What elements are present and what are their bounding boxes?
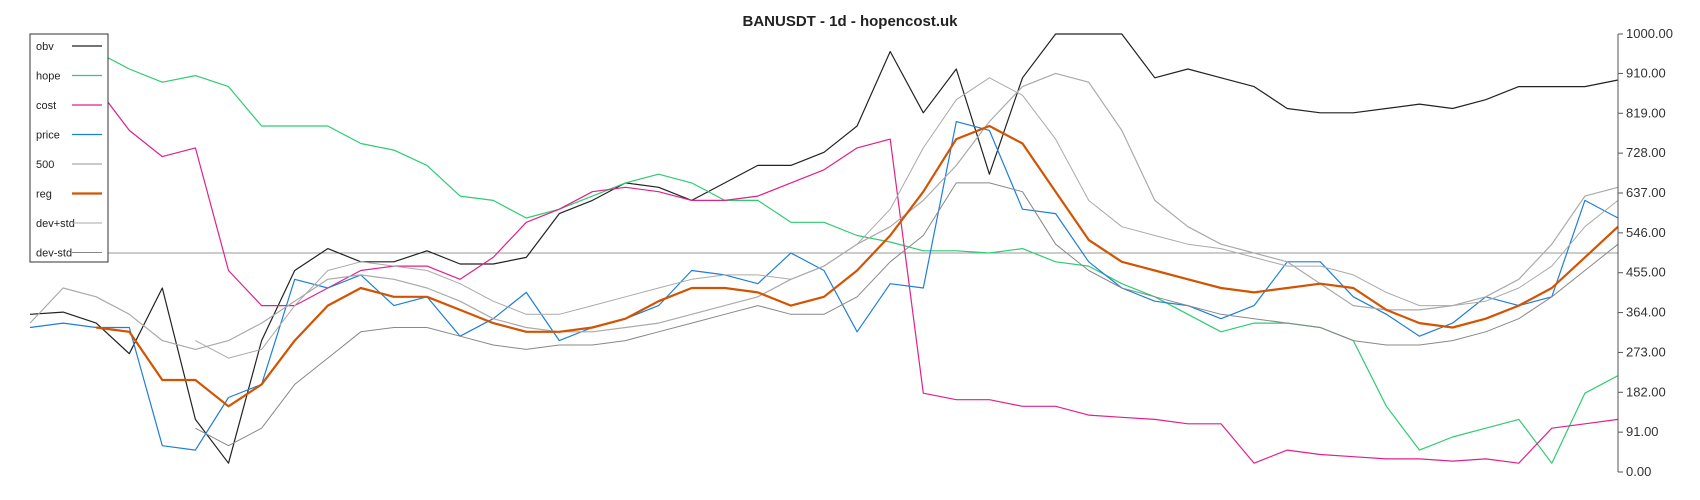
series-line-obv [29,33,1619,464]
series-line-dev-std [195,182,1619,447]
y-tick-label: 91.00 [1626,424,1659,439]
y-tick-label: 910.00 [1626,65,1666,80]
legend-label: 500 [36,159,54,171]
series-line-reg [96,124,1619,408]
series-layer [29,33,1619,464]
y-tick-label: 455.00 [1626,265,1666,280]
y-tick-label: 546.00 [1626,225,1666,240]
legend-label: dev-std [36,248,72,260]
legend-label: hope [36,71,60,83]
y-tick-label: 182.00 [1626,384,1666,399]
series-line-hope [62,37,1619,464]
legend-label: cost [36,100,56,112]
legend: obv hope cost price 500 reg dev+std dev-std [29,33,109,263]
y-tick-label: 637.00 [1626,185,1666,200]
legend-label: obv [36,41,54,53]
y-tick-label: 0.00 [1626,464,1651,479]
series-line-dev-std [195,77,1619,359]
y-tick-label: 364.00 [1626,305,1666,320]
y-axis: 0.00 91.00 182.00 273.00 364.00 455.00 546.00 6… [1618,26,1673,479]
y-tick-label: 273.00 [1626,344,1666,359]
y-tick-label: 819.00 [1626,105,1666,120]
y-tick-label: 728.00 [1626,145,1666,160]
series-line-cost [62,64,1619,464]
legend-label: reg [36,189,52,201]
legend-label: price [36,130,60,142]
series-line-500 [29,72,1619,350]
series-line-price [29,121,1619,451]
legend-box [29,33,109,263]
y-tick-label: 1000.00 [1626,26,1673,41]
chart-title: BANUSDT - 1d - hopencost.uk [742,13,958,30]
legend-label: dev+std [36,218,75,230]
